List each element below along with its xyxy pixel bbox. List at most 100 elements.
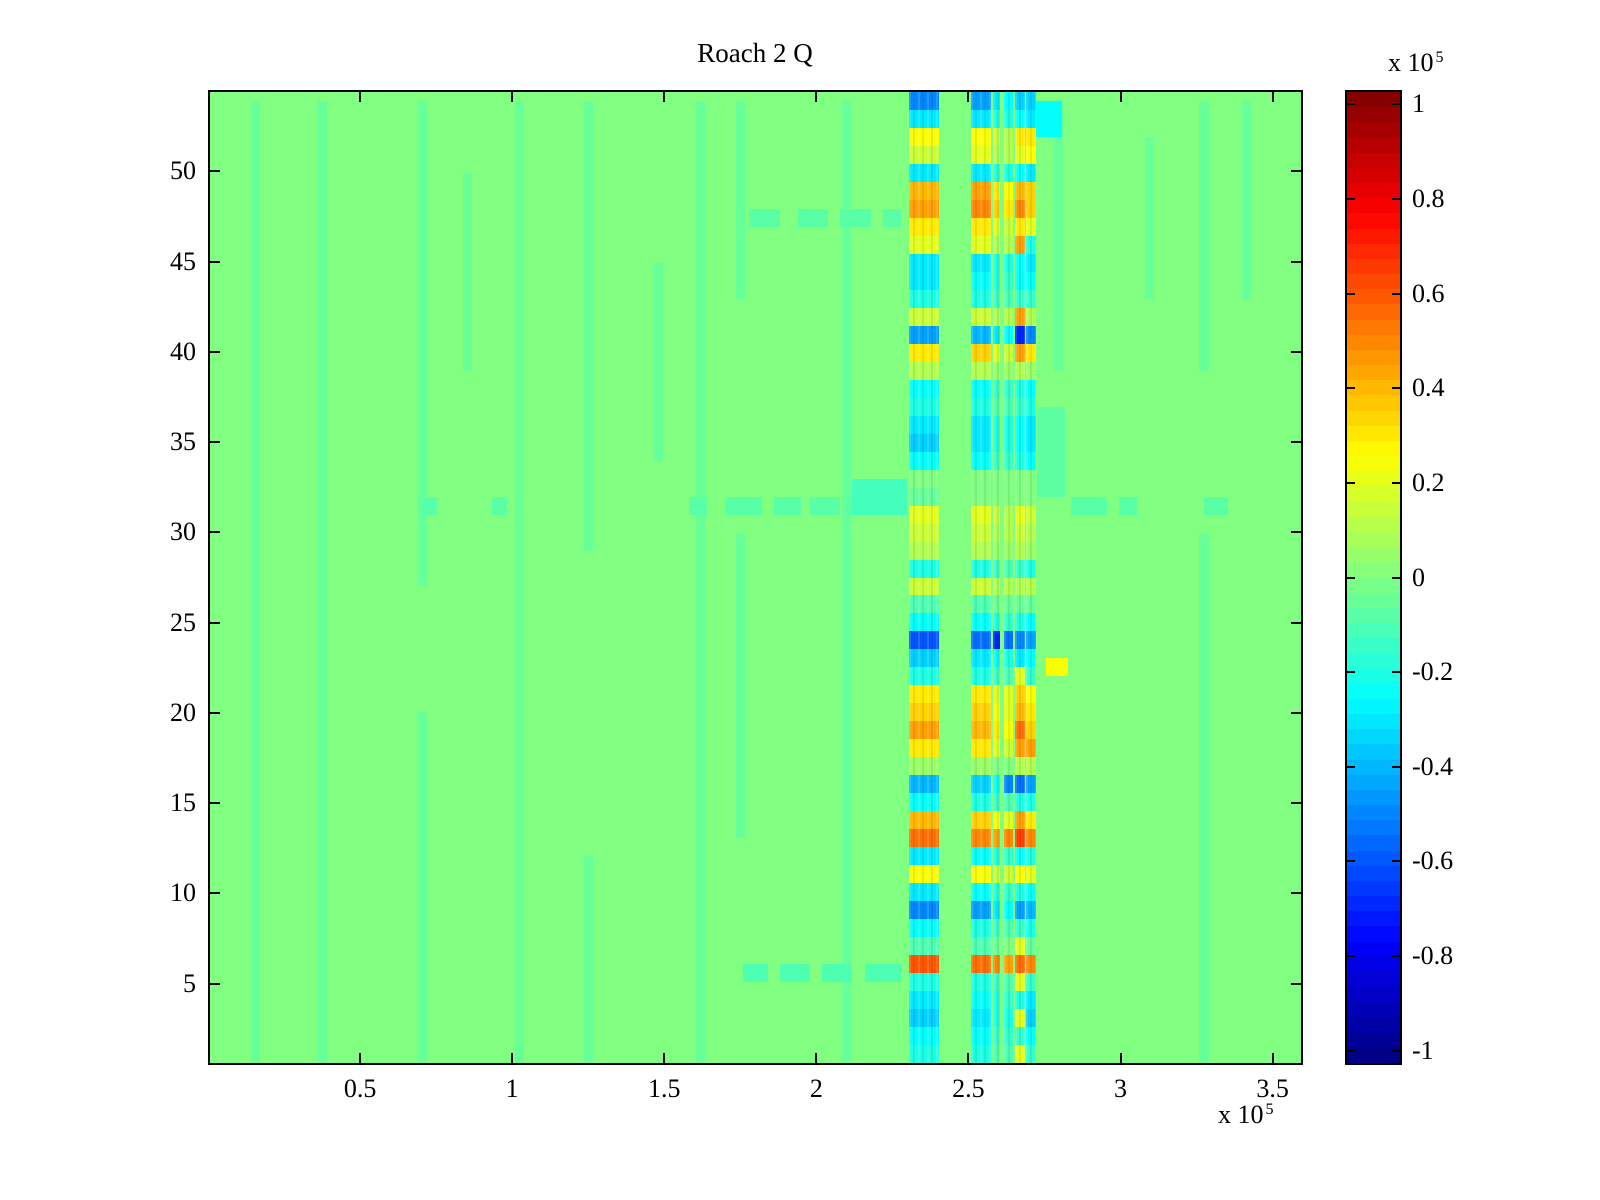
heatmap-cell bbox=[970, 325, 992, 344]
x-axis-exponent-sup: 5 bbox=[1265, 1101, 1274, 1119]
heatmap-cell bbox=[1004, 1009, 1014, 1028]
colorbar-step bbox=[1347, 653, 1400, 669]
heatmap-cell bbox=[1014, 739, 1026, 758]
heatmap-cell bbox=[908, 613, 939, 632]
colorbar-tick-left bbox=[1345, 860, 1355, 863]
heatmap-band bbox=[992, 92, 1001, 1063]
colorbar-step bbox=[1347, 850, 1400, 866]
heatmap-cell bbox=[1014, 415, 1026, 434]
heatmap-cell bbox=[908, 955, 939, 974]
heatmap-cell bbox=[908, 181, 939, 201]
band-texture-overlay bbox=[1004, 92, 1014, 1063]
heatmap-cell bbox=[970, 757, 992, 776]
heatmap-cell bbox=[1026, 775, 1036, 794]
y-tick-right bbox=[1291, 982, 1303, 985]
heatmap-cell bbox=[908, 757, 939, 776]
heatmap-cell bbox=[970, 955, 992, 974]
heatmap-cell bbox=[970, 559, 992, 578]
heatmap-cell bbox=[992, 847, 1001, 866]
heatmap-cell bbox=[908, 505, 939, 524]
heatmap-cell bbox=[992, 199, 1001, 219]
heatmap-cell bbox=[970, 1045, 992, 1063]
colorbar-step bbox=[1347, 304, 1400, 320]
heatmap-cell bbox=[1004, 883, 1014, 902]
heatmap-cell bbox=[1004, 271, 1014, 290]
heatmap-cell bbox=[992, 415, 1001, 434]
heatmap-cell bbox=[992, 775, 1001, 794]
colorbar-exponent-base: x 10 bbox=[1388, 48, 1434, 77]
heatmap-cell bbox=[1026, 92, 1036, 111]
colorbar-step bbox=[1347, 865, 1400, 881]
y-tick-right bbox=[1291, 260, 1303, 263]
x-tick-label: 1 bbox=[505, 1074, 519, 1103]
colorbar-tick-label: 0.6 bbox=[1412, 278, 1445, 308]
colorbar-tick-label: -0.6 bbox=[1412, 846, 1454, 876]
colorbar-step bbox=[1347, 926, 1400, 942]
colorbar-tick-right bbox=[1392, 197, 1402, 200]
heatmap-cell bbox=[992, 253, 1001, 272]
heatmap-cell bbox=[970, 109, 992, 129]
heatmap-cell bbox=[1026, 307, 1036, 326]
y-tick-label: 30 bbox=[170, 517, 196, 547]
colorbar-tick-label: -0.2 bbox=[1412, 657, 1454, 687]
heatmap-cell bbox=[970, 577, 992, 596]
colorbar-step bbox=[1347, 531, 1400, 548]
heatmap-cell bbox=[970, 163, 992, 183]
heatmap-cell bbox=[992, 1045, 1001, 1063]
heatmap-cell bbox=[1014, 685, 1026, 704]
heatmap-cell bbox=[1004, 811, 1014, 830]
heatmap-cell bbox=[1004, 343, 1014, 362]
x-tick-top bbox=[359, 90, 362, 102]
colorbar-step bbox=[1347, 683, 1400, 699]
heatmap-cell bbox=[970, 379, 992, 398]
row-streak-segment bbox=[749, 208, 780, 227]
heatmap-cell bbox=[1026, 757, 1036, 776]
colorbar-step bbox=[1347, 152, 1400, 168]
heatmap-cell bbox=[1004, 92, 1014, 111]
colorbar-step bbox=[1347, 92, 1400, 108]
background-patch bbox=[852, 478, 908, 515]
faint-column bbox=[1054, 100, 1064, 371]
heatmap-cell bbox=[992, 343, 1001, 362]
heatmap-cell bbox=[908, 92, 939, 111]
heatmap-cell bbox=[970, 883, 992, 902]
colorbar bbox=[1345, 90, 1402, 1065]
colorbar-step bbox=[1347, 213, 1400, 229]
heatmap-cell bbox=[1026, 595, 1036, 614]
heatmap-cell bbox=[1026, 541, 1036, 560]
row-streak-segment bbox=[822, 964, 853, 983]
heatmap-cell bbox=[970, 1009, 992, 1028]
row-streak-segment bbox=[422, 496, 438, 515]
x-tick-top bbox=[967, 90, 970, 102]
row-streak-segment bbox=[688, 496, 707, 515]
heatmap-cell bbox=[1026, 1027, 1036, 1046]
heatmap-cell bbox=[1014, 289, 1026, 308]
heatmap-cell bbox=[1026, 577, 1036, 596]
heatmap-cell bbox=[1014, 865, 1026, 884]
heatmap-cell bbox=[1004, 487, 1014, 506]
heatmap-cell bbox=[992, 685, 1001, 704]
heatmap-cell bbox=[1026, 217, 1036, 237]
heatmap-cell bbox=[970, 541, 992, 560]
heatmap-cell bbox=[1004, 739, 1014, 758]
heatmap-cell bbox=[970, 613, 992, 632]
heatmap-cell bbox=[970, 343, 992, 362]
x-tick-label: 3 bbox=[1114, 1074, 1127, 1103]
x-tick-bottom bbox=[1271, 1053, 1274, 1065]
colorbar-step bbox=[1347, 729, 1400, 745]
heatmap-cell bbox=[970, 703, 992, 722]
y-tick-label: 5 bbox=[183, 968, 196, 998]
heatmap-cell bbox=[1004, 757, 1014, 776]
y-tick-left bbox=[208, 711, 220, 714]
background-patch bbox=[1037, 406, 1065, 497]
heatmap-cell bbox=[908, 325, 939, 344]
heatmap-cell bbox=[908, 1009, 939, 1028]
colorbar-step bbox=[1347, 911, 1400, 927]
band-texture-overlay bbox=[970, 92, 992, 1063]
heatmap-cell bbox=[992, 523, 1001, 542]
heatmap-cell bbox=[908, 973, 939, 992]
heatmap-cell bbox=[970, 181, 992, 201]
y-tick-label: 15 bbox=[170, 788, 196, 818]
colorbar-step bbox=[1347, 243, 1400, 259]
heatmap-cell bbox=[908, 865, 939, 884]
